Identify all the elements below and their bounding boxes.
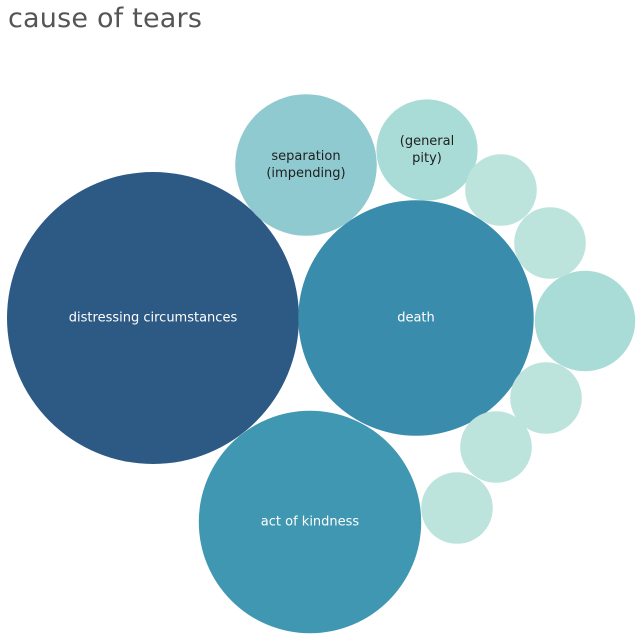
bubble-circle[interactable] xyxy=(7,172,299,464)
bubble-circle[interactable] xyxy=(465,154,537,226)
bubble-label: separation xyxy=(271,149,340,164)
bubble-7[interactable] xyxy=(465,154,537,226)
bubble-label: (impending) xyxy=(266,166,345,181)
bubble-11[interactable] xyxy=(421,472,493,544)
bubble-circle[interactable] xyxy=(235,94,377,236)
bubble-1[interactable]: distressing circumstances xyxy=(7,172,299,464)
chart-title: cause of tears xyxy=(8,3,203,34)
bubble-circle[interactable] xyxy=(510,362,582,434)
bubble-label: act of kindness xyxy=(261,515,360,530)
bubble-6[interactable] xyxy=(534,270,636,372)
bubble-label: pity) xyxy=(412,151,442,166)
bubble-circle[interactable] xyxy=(421,472,493,544)
bubble-5[interactable]: (general pity) xyxy=(376,99,478,201)
bubble-circle[interactable] xyxy=(298,200,534,436)
bubble-label: distressing circumstances xyxy=(69,311,238,326)
bubble-4[interactable]: separation (impending) xyxy=(235,94,377,236)
bubble-label: (general xyxy=(400,134,454,149)
bubble-circle[interactable] xyxy=(198,410,422,634)
bubble-2[interactable]: death xyxy=(298,200,534,436)
bubble-circle[interactable] xyxy=(460,411,532,483)
bubble-9[interactable] xyxy=(510,362,582,434)
bubble-10[interactable] xyxy=(460,411,532,483)
bubble-label: death xyxy=(397,311,435,326)
bubble-circle[interactable] xyxy=(534,270,636,372)
bubble-8[interactable] xyxy=(514,207,586,279)
bubble-3[interactable]: act of kindness xyxy=(198,410,422,634)
bubble-circle[interactable] xyxy=(514,207,586,279)
bubble-circle[interactable] xyxy=(376,99,478,201)
